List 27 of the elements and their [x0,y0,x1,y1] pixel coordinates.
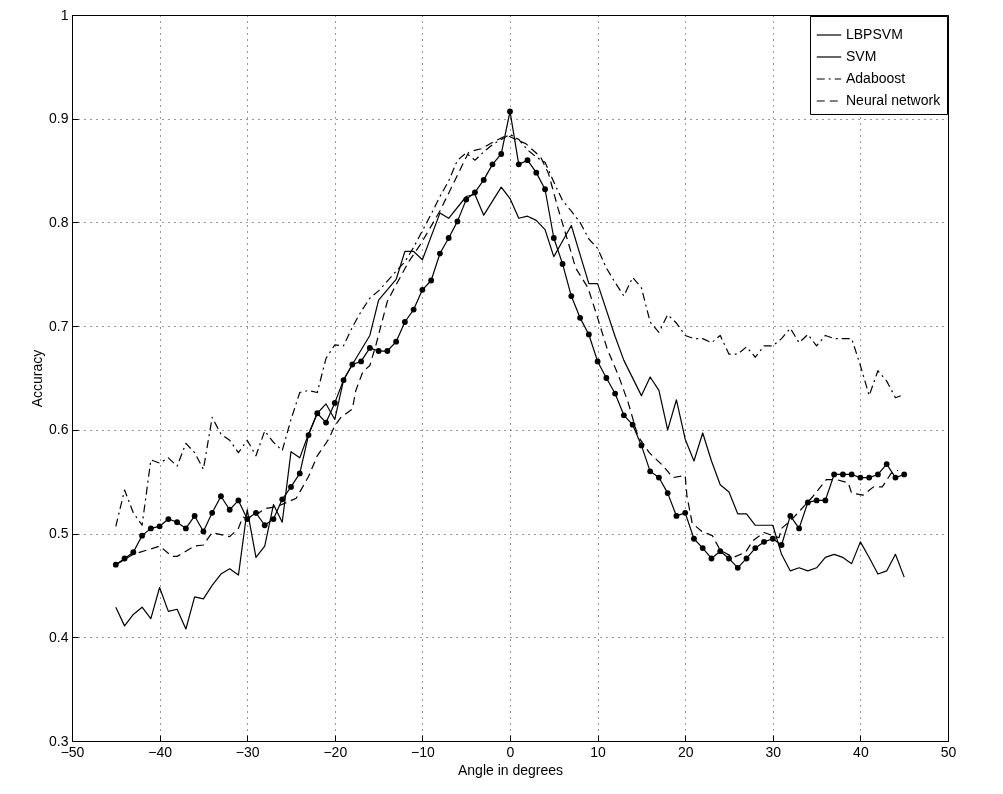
y-tick-label: 0.7 [49,317,69,334]
y-tick-label: 0.4 [49,628,69,645]
x-tick-label: 40 [853,743,869,760]
x-tick-label: 20 [677,743,694,760]
x-tick-label: 30 [765,743,782,760]
point [349,361,356,368]
x-tick-label: 0 [506,743,515,760]
y-tick-label: 0.8 [49,213,69,230]
x-tick-label: 50 [940,743,957,760]
y-tick-label: 0.9 [49,110,69,127]
legend-label: Neural network [846,92,942,108]
y-tick-label: 0.3 [49,732,69,749]
x-tick-label: −40 [148,743,173,760]
x-axis-title: Angle in degrees [457,761,564,778]
x-tick-label: −30 [235,743,260,760]
legend-label: Adaboost [846,70,906,86]
x-tick-label: 10 [590,743,607,760]
legend-label: SVM [846,48,877,64]
x-tick-label: −10 [411,743,435,760]
x-tick-label: −20 [323,743,348,760]
y-axis-title: Accuracy [29,349,46,408]
y-tick-label: 0.6 [49,421,69,438]
legend-label: LBPSVM [846,26,903,42]
y-tick-label: 1 [60,6,69,23]
point [340,377,347,383]
y-tick-label: 0.5 [49,525,69,542]
point [314,410,321,417]
